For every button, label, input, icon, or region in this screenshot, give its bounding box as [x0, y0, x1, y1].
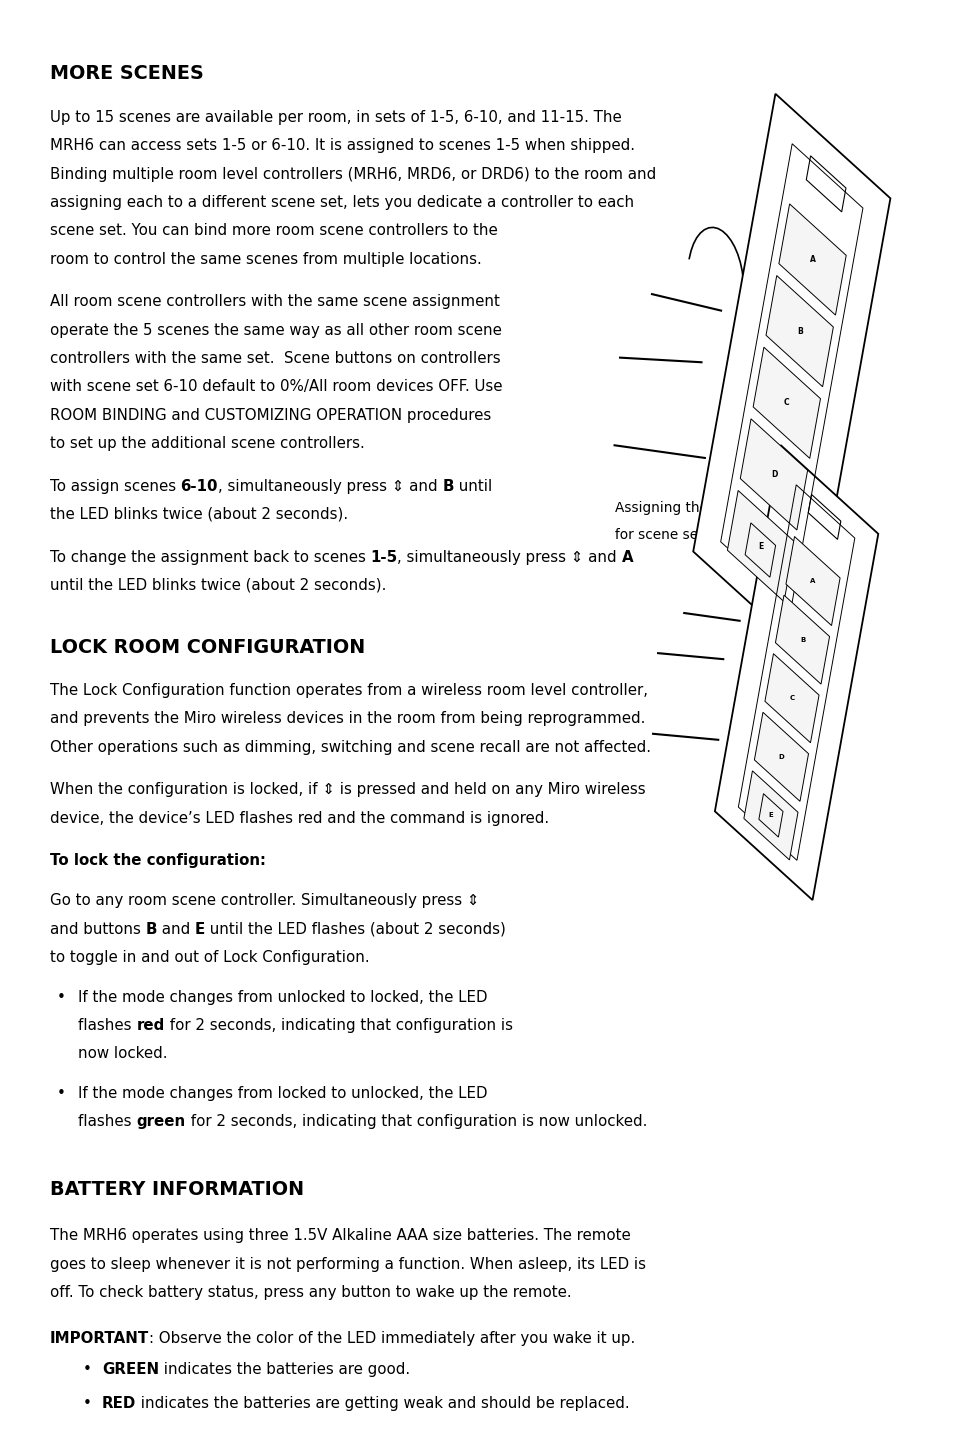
Text: ROOM BINDING and CUSTOMIZING OPERATION procedures: ROOM BINDING and CUSTOMIZING OPERATION p… — [50, 408, 491, 422]
Text: Up to 15 scenes are available per room, in sets of 1-5, 6-10, and 11-15. The: Up to 15 scenes are available per room, … — [50, 110, 620, 124]
Polygon shape — [775, 595, 829, 684]
Text: for 2 seconds, indicating that configuration is: for 2 seconds, indicating that configura… — [165, 1017, 512, 1033]
Polygon shape — [740, 419, 807, 529]
Text: controllers with the same set.  Scene buttons on controllers: controllers with the same set. Scene but… — [50, 351, 499, 366]
Text: for scene set 6-10: for scene set 6-10 — [615, 528, 739, 542]
Polygon shape — [693, 94, 889, 655]
Text: until the LED flashes (about 2 seconds): until the LED flashes (about 2 seconds) — [205, 922, 505, 936]
Text: C: C — [783, 398, 789, 408]
Polygon shape — [714, 445, 878, 900]
Text: B: B — [796, 326, 801, 336]
Text: and: and — [156, 922, 194, 936]
Text: the LED blinks twice (about 2 seconds).: the LED blinks twice (about 2 seconds). — [50, 507, 348, 522]
Text: •: • — [57, 1086, 66, 1100]
Text: To assign scenes: To assign scenes — [50, 478, 180, 494]
Text: D: D — [778, 754, 783, 760]
Text: IMPORTANT: IMPORTANT — [50, 1331, 149, 1345]
Text: red: red — [136, 1017, 165, 1033]
Text: until: until — [454, 478, 492, 494]
Text: MRH6 can access sets 1-5 or 6-10. It is assigned to scenes 1-5 when shipped.: MRH6 can access sets 1-5 or 6-10. It is … — [50, 139, 634, 153]
Polygon shape — [764, 654, 819, 743]
Polygon shape — [765, 276, 833, 386]
Text: B: B — [799, 637, 804, 643]
Text: When the configuration is locked, if ⇕ is pressed and held on any Miro wireless: When the configuration is locked, if ⇕ i… — [50, 783, 644, 797]
Text: and prevents the Miro wireless devices in the room from being reprogrammed.: and prevents the Miro wireless devices i… — [50, 711, 644, 727]
Text: GREEN: GREEN — [102, 1362, 159, 1377]
Text: A: A — [809, 578, 815, 584]
Text: E: E — [194, 922, 205, 936]
Text: to set up the additional scene controllers.: to set up the additional scene controlle… — [50, 436, 364, 451]
Text: RED: RED — [102, 1395, 136, 1411]
Text: flashes: flashes — [78, 1017, 136, 1033]
Text: 1-5: 1-5 — [370, 550, 397, 564]
Text: LOCK ROOM CONFIGURATION: LOCK ROOM CONFIGURATION — [50, 638, 364, 657]
Polygon shape — [778, 203, 845, 315]
Text: green: green — [136, 1115, 186, 1129]
Text: room to control the same scenes from multiple locations.: room to control the same scenes from mul… — [50, 252, 481, 266]
Polygon shape — [754, 713, 808, 801]
Text: A: A — [809, 255, 815, 263]
Polygon shape — [785, 537, 840, 625]
Text: with scene set 6-10 default to 0%/All room devices OFF. Use: with scene set 6-10 default to 0%/All ro… — [50, 379, 501, 394]
Text: goes to sleep whenever it is not performing a function. When asleep, its LED is: goes to sleep whenever it is not perform… — [50, 1256, 645, 1272]
Text: If the mode changes from locked to unlocked, the LED: If the mode changes from locked to unloc… — [78, 1086, 487, 1100]
Text: To change the assignment back to scenes: To change the assignment back to scenes — [50, 550, 370, 564]
Text: A: A — [621, 550, 633, 564]
Text: The MRH6 operates using three 1.5V Alkaline AAA size batteries. The remote: The MRH6 operates using three 1.5V Alkal… — [50, 1228, 630, 1244]
Text: for 2 seconds, indicating that configuration is now unlocked.: for 2 seconds, indicating that configura… — [186, 1115, 646, 1129]
Text: Assigning the MRH6: Assigning the MRH6 — [615, 501, 752, 515]
Text: •: • — [57, 990, 66, 1005]
Text: : Observe the color of the LED immediately after you wake it up.: : Observe the color of the LED immediate… — [149, 1331, 635, 1345]
Polygon shape — [752, 348, 820, 458]
Text: and buttons: and buttons — [50, 922, 145, 936]
Text: MORE SCENES: MORE SCENES — [50, 64, 203, 83]
Text: until the LED blinks twice (about 2 seconds).: until the LED blinks twice (about 2 seco… — [50, 578, 386, 592]
Text: now locked.: now locked. — [78, 1046, 168, 1062]
Text: off. To check battery status, press any button to wake up the remote.: off. To check battery status, press any … — [50, 1285, 571, 1299]
Text: If the mode changes from unlocked to locked, the LED: If the mode changes from unlocked to loc… — [78, 990, 487, 1005]
Text: 6-10: 6-10 — [180, 478, 217, 494]
Text: indicates the batteries are good.: indicates the batteries are good. — [159, 1362, 410, 1377]
Text: scene set. You can bind more room scene controllers to the: scene set. You can bind more room scene … — [50, 223, 497, 238]
Text: Go to any room scene controller. Simultaneously press ⇕: Go to any room scene controller. Simulta… — [50, 893, 478, 909]
Text: flashes: flashes — [78, 1115, 136, 1129]
Text: assigning each to a different scene set, lets you dedicate a controller to each: assigning each to a different scene set,… — [50, 195, 633, 210]
Text: C: C — [788, 695, 794, 701]
Text: D: D — [770, 469, 777, 479]
Text: indicates the batteries are getting weak and should be replaced.: indicates the batteries are getting weak… — [136, 1395, 629, 1411]
Text: B: B — [442, 478, 454, 494]
Text: To lock the configuration:: To lock the configuration: — [50, 853, 265, 869]
Text: E: E — [758, 541, 763, 551]
Text: Binding multiple room level controllers (MRH6, MRD6, or DRD6) to the room and: Binding multiple room level controllers … — [50, 166, 655, 182]
Polygon shape — [743, 771, 797, 860]
Polygon shape — [726, 491, 794, 601]
Text: E: E — [768, 813, 773, 819]
Text: •: • — [83, 1362, 91, 1377]
Text: to toggle in and out of Lock Configuration.: to toggle in and out of Lock Configurati… — [50, 950, 369, 964]
Text: device, the device’s LED flashes red and the command is ignored.: device, the device’s LED flashes red and… — [50, 811, 548, 826]
Text: , simultaneously press ⇕ and: , simultaneously press ⇕ and — [397, 550, 621, 564]
Text: operate the 5 scenes the same way as all other room scene: operate the 5 scenes the same way as all… — [50, 322, 501, 338]
Text: B: B — [145, 922, 156, 936]
Text: Other operations such as dimming, switching and scene recall are not affected.: Other operations such as dimming, switch… — [50, 740, 650, 754]
Text: BATTERY INFORMATION: BATTERY INFORMATION — [50, 1181, 303, 1199]
Text: All room scene controllers with the same scene assignment: All room scene controllers with the same… — [50, 295, 499, 309]
Text: , simultaneously press ⇕ and: , simultaneously press ⇕ and — [217, 478, 442, 494]
Text: The Lock Configuration function operates from a wireless room level controller,: The Lock Configuration function operates… — [50, 683, 647, 698]
Text: •: • — [83, 1395, 91, 1411]
